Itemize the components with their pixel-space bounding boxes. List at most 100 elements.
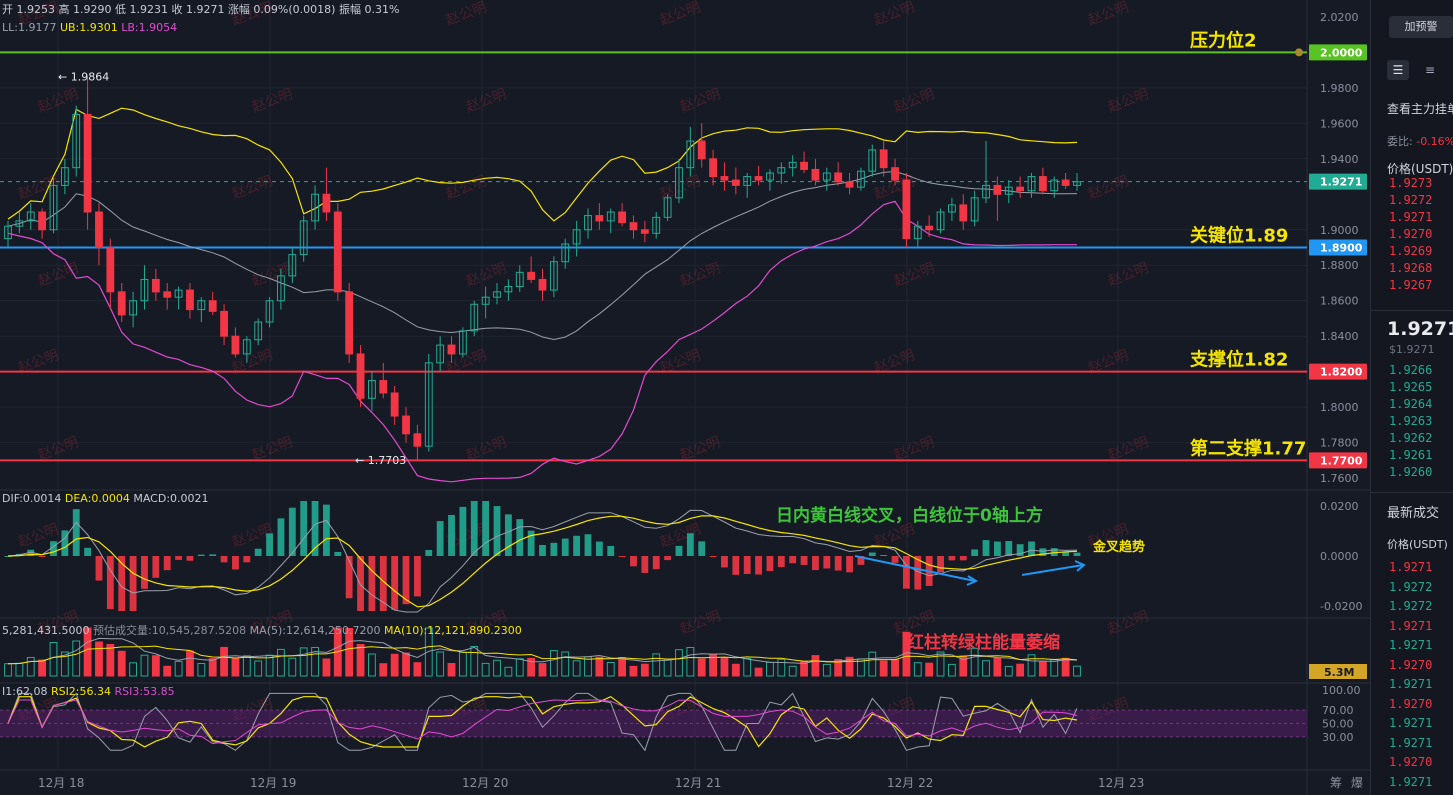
volume-bar <box>106 644 115 677</box>
macd-bar <box>948 556 956 561</box>
candle-body <box>493 291 501 298</box>
price-tag <box>1309 363 1367 380</box>
volume-bar <box>629 665 638 677</box>
volume-tag-text: 5.3M <box>1324 666 1354 679</box>
macd-bar <box>630 556 637 567</box>
legend-item: MA(10):12,121,890.2300 <box>384 624 522 637</box>
volume-bar <box>709 654 717 677</box>
macd-bar <box>425 549 433 556</box>
candle-body <box>538 278 547 291</box>
candle-body <box>163 291 172 298</box>
last-price-usd: $1.9271 <box>1389 343 1435 356</box>
level-label: 关键位1.89 <box>1190 225 1288 247</box>
low-marker: ← 1.7703 <box>355 454 406 467</box>
bid-row[interactable]: 1.9261 <box>1389 448 1433 462</box>
macd-bar <box>641 556 649 573</box>
candle-body <box>356 353 365 399</box>
volume-bar <box>549 650 558 677</box>
candle-body <box>504 286 513 293</box>
candle-body <box>606 211 615 222</box>
ask-row[interactable]: 1.9271 <box>1389 210 1433 224</box>
boll-upper-line <box>7 107 1078 222</box>
candle-body <box>379 380 388 394</box>
volume-bar <box>413 662 422 677</box>
book-both-icon[interactable]: ☰ <box>1387 60 1409 80</box>
candle-body <box>38 211 47 231</box>
volume-bar <box>720 657 729 677</box>
chart-canvas[interactable]: 赵公明 赵公明 赵公明 赵公明 赵公明 赵公明赵公明 赵公明 赵公明 赵公明 赵公明 赵公明赵公明赵… <box>0 0 1370 795</box>
volume-bar <box>697 658 706 677</box>
candle-body <box>413 433 422 447</box>
macd-tick: 0.0200 <box>1320 500 1359 513</box>
volume-bar <box>788 665 797 677</box>
level-label: 压力位2 <box>1190 29 1257 51</box>
macd-bar <box>38 556 46 557</box>
bid-row[interactable]: 1.9265 <box>1389 380 1433 394</box>
volume-bar <box>1016 663 1025 677</box>
candle-body <box>777 167 786 174</box>
price-header: 价格(USDT) <box>1387 162 1453 176</box>
macd-bar <box>118 556 126 611</box>
macd-bar <box>789 556 797 564</box>
candle-body <box>686 140 695 169</box>
macd-bar <box>50 541 57 556</box>
volume-bar <box>572 660 581 677</box>
candle-body <box>1050 179 1059 192</box>
candle-body <box>993 184 1002 195</box>
boll-lower-line <box>7 200 1077 483</box>
candle-body <box>481 296 490 305</box>
bid-row[interactable]: 1.9264 <box>1389 397 1433 411</box>
volume-bar <box>83 627 92 677</box>
ask-row[interactable]: 1.9268 <box>1389 261 1433 275</box>
candle-body <box>4 225 12 240</box>
candle-body <box>129 300 138 316</box>
volume-bar <box>1027 654 1036 677</box>
candle-body <box>891 167 899 181</box>
volume-bar <box>1038 661 1047 677</box>
candle-body <box>1073 181 1081 186</box>
ask-row[interactable]: 1.9270 <box>1389 227 1433 241</box>
volume-bar <box>891 659 899 677</box>
volume-bar <box>925 662 934 677</box>
volume-bar <box>936 651 945 677</box>
bid-row[interactable]: 1.9263 <box>1389 414 1433 428</box>
candle-body <box>117 291 126 316</box>
macd-bar <box>652 556 660 570</box>
bid-row[interactable]: 1.9260 <box>1389 465 1433 479</box>
volume-bar <box>686 647 695 677</box>
ratio-label: 委比: -0.16% <box>1387 135 1453 148</box>
candle-body <box>15 220 24 227</box>
ask-row[interactable]: 1.9267 <box>1389 278 1433 292</box>
macd-bar <box>721 556 728 568</box>
volume-bar <box>822 663 831 677</box>
ask-row[interactable]: 1.9269 <box>1389 244 1433 258</box>
ask-row[interactable]: 1.9272 <box>1389 193 1433 207</box>
volume-bar <box>493 659 501 677</box>
macd-bar <box>584 534 592 556</box>
bid-row[interactable]: 1.9262 <box>1389 431 1433 445</box>
volume-bar <box>242 655 251 677</box>
macd-bar <box>254 548 262 556</box>
price-tick: 1.8400 <box>1320 330 1359 343</box>
candle-body <box>60 167 69 186</box>
macd-bar <box>675 545 683 556</box>
macd-bar <box>95 556 103 581</box>
candle-body <box>186 289 194 311</box>
price-tick: 1.9400 <box>1320 153 1359 166</box>
macd-bar <box>482 501 490 556</box>
macd-bar <box>766 556 774 572</box>
add-alert-button[interactable]: 加预警 <box>1389 16 1453 38</box>
macd-annotation: 日内黄白线交叉，白线位于0轴上方 <box>776 505 1043 526</box>
ask-row[interactable]: 1.9273 <box>1389 176 1433 190</box>
volume-bar <box>640 663 649 677</box>
volume-bar <box>731 663 740 677</box>
macd-dea-line <box>7 515 1078 608</box>
view-main-orders-link[interactable]: 查看主力挂单 <box>1387 102 1453 116</box>
legend-line: I1:62.08 RSI2:56.34 RSI3:53.85 <box>2 685 175 698</box>
book-list-icon[interactable]: ≡ <box>1424 63 1436 77</box>
bid-row[interactable]: 1.9266 <box>1389 363 1433 377</box>
volume-bar <box>913 662 922 677</box>
up-arrow-annotation <box>1021 560 1086 576</box>
legend-item: 高 1.9290 <box>58 2 114 16</box>
legend-item: 预估成交量:10,545,287.5208 <box>93 623 250 637</box>
